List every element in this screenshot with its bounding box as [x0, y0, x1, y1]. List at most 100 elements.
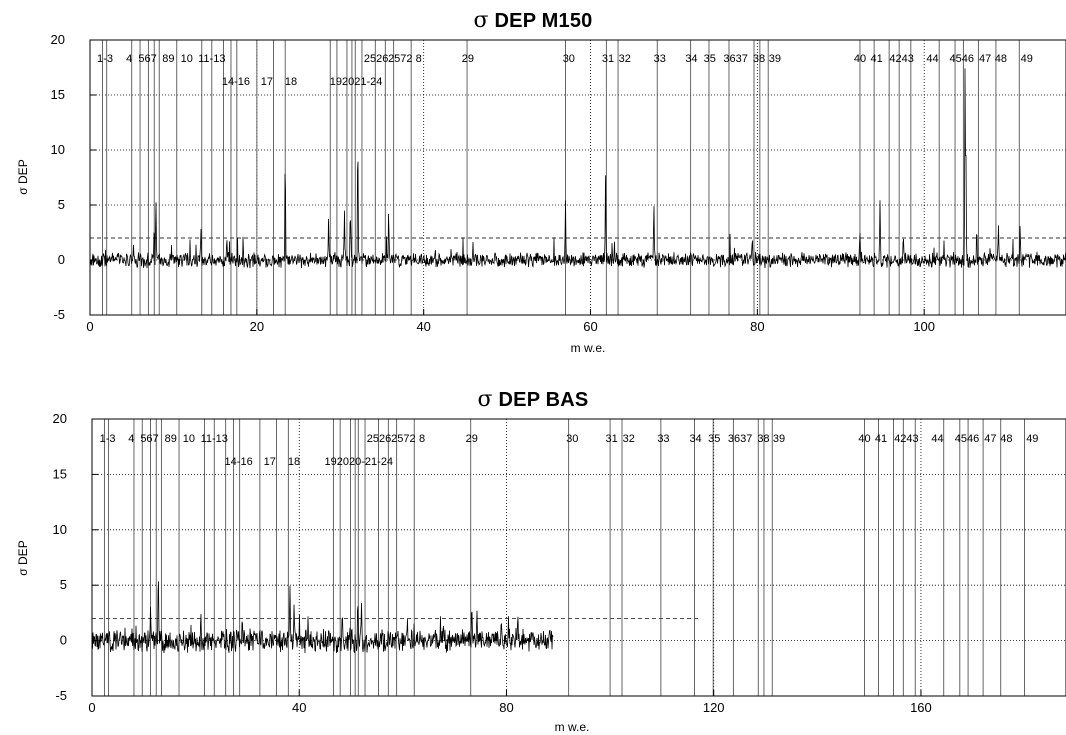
boundary-label: 49: [1026, 433, 1038, 445]
x-tick-label: 40: [292, 700, 306, 715]
boundary-label: 38: [753, 53, 765, 65]
boundary-label: 14-16: [225, 456, 253, 468]
boundary-label: 11-13: [198, 53, 225, 65]
x-tick-label: 160: [910, 700, 932, 715]
boundary-label: 32: [623, 433, 635, 445]
boundary-label: 41: [871, 53, 883, 65]
boundary-label: 2526: [367, 433, 391, 445]
chart-title-bottom: σ DEP BAS: [0, 387, 1066, 412]
boundary-label: 4243: [889, 53, 913, 65]
boundary-label: 29: [466, 433, 478, 445]
boundary-label: 4546: [949, 53, 973, 65]
y-tick-label: 20: [51, 32, 65, 47]
y-tick-label: 5: [60, 577, 67, 592]
boundary-label: 35: [708, 433, 720, 445]
x-axis-label-top: m w.e.: [570, 341, 606, 355]
chart-plot-top: -5 0 5 10 15 20 0 20 40 60 80 100 1-3 4 567 89 10 11-13 25…: [51, 32, 1066, 334]
boundary-label: 8: [416, 53, 422, 65]
y-tick-label: -5: [55, 688, 67, 703]
boundary-label: 11-13: [201, 433, 228, 445]
chart-panel-bottom: σ DEP BAS σ DEP m w.e. -5 0 5 10 15 20 0 40 80 12…: [0, 368, 1066, 735]
plot-frame: [91, 418, 1066, 697]
boundary-label: 1-3: [100, 433, 116, 445]
y-tick-label: -5: [53, 307, 65, 322]
boundary-label: 89: [165, 433, 177, 445]
boundary-label: 40: [854, 53, 866, 65]
boundary-label: 33: [654, 53, 666, 65]
boundary-label: 48: [1000, 433, 1012, 445]
chart-plot-bottom: -5 0 5 10 15 20 0 40 80 120 160 1-3 4 567 89 10 11-13 252…: [53, 411, 1066, 715]
boundary-label: 39: [769, 53, 781, 65]
boundary-label: 44: [931, 433, 943, 445]
x-tick-label: 0: [86, 319, 93, 334]
y-tick-label: 0: [58, 252, 65, 267]
boundary-label: 33: [657, 433, 669, 445]
boundary-label: 47: [984, 433, 996, 445]
boundary-label: 10: [181, 53, 193, 65]
boundary-label: 567: [138, 53, 156, 65]
boundary-label: 39: [773, 433, 785, 445]
boundary-label: 4243: [894, 433, 918, 445]
boundary-label: 49: [1021, 53, 1033, 65]
x-tick-label: 120: [703, 700, 725, 715]
boundary-label: 18: [285, 76, 297, 88]
title-symbol-top: σ: [473, 8, 489, 33]
boundary-label: 89: [162, 53, 174, 65]
boundary-label: 2526: [364, 53, 388, 65]
boundary-label: 30: [566, 433, 578, 445]
boundary-label: 32: [619, 53, 631, 65]
boundary-label: 192021-24: [330, 76, 383, 88]
y-tick-label: 10: [51, 142, 65, 157]
boundary-label: 40: [858, 433, 870, 445]
title-text-top: DEP M150: [494, 10, 593, 32]
signal-trace: [91, 581, 554, 654]
x-axis-label-bottom: m w.e.: [554, 720, 590, 734]
boundary-label: 29: [462, 53, 474, 65]
boundary-label: 34: [685, 53, 697, 65]
boundary-label: 3637: [728, 433, 752, 445]
x-tick-label: 0: [88, 700, 95, 715]
boundary-label: 18: [288, 456, 300, 468]
chart-title-top: σ DEP M150: [0, 8, 1066, 33]
boundary-label: 14-16: [222, 76, 250, 88]
x-tick-label: 100: [913, 319, 935, 334]
y-tick-label: 0: [60, 633, 67, 648]
title-symbol-bottom: σ: [477, 387, 493, 412]
boundary-label: 41: [875, 433, 887, 445]
title-text-bottom: DEP BAS: [498, 389, 589, 411]
boundary-label: 192020-21-24: [325, 456, 394, 468]
boundary-label: 4: [128, 433, 134, 445]
boundary-label: 35: [704, 53, 716, 65]
boundary-label: 2572: [391, 433, 415, 445]
boundary-label: 567: [140, 433, 158, 445]
boundary-label: 4: [126, 53, 132, 65]
boundary-label: 2572: [388, 53, 412, 65]
boundary-label: 48: [995, 53, 1007, 65]
boundary-label: 31: [606, 433, 618, 445]
x-tick-label: 60: [583, 319, 597, 334]
signal-trace: [89, 68, 1066, 269]
boundary-label: 31: [602, 53, 614, 65]
x-tick-label: 20: [250, 319, 264, 334]
boundary-label: 34: [689, 433, 701, 445]
boundary-label: 3637: [723, 53, 747, 65]
boundary-label: 8: [419, 433, 425, 445]
x-tick-label: 80: [499, 700, 513, 715]
boundary-label: 38: [757, 433, 769, 445]
boundary-label: 1-3: [97, 53, 113, 65]
y-tick-label: 5: [58, 197, 65, 212]
plot-frame: [89, 39, 1066, 316]
y-tick-label: 15: [53, 466, 67, 481]
y-tick-label: 20: [53, 411, 67, 426]
x-tick-label: 40: [416, 319, 430, 334]
boundary-label: 17: [261, 76, 273, 88]
boundary-label: 30: [563, 53, 575, 65]
boundary-label: 17: [264, 456, 276, 468]
boundary-label: 10: [183, 433, 195, 445]
x-tick-label: 80: [750, 319, 764, 334]
chart-panel-top: σ DEP M150 σ DEP m w.e. -5 0 5 10 15 20 0 20 40 6…: [0, 8, 1066, 355]
boundary-label: 44: [926, 53, 938, 65]
boundary-label: 47: [979, 53, 991, 65]
y-tick-label: 10: [53, 522, 67, 537]
boundary-label: 4546: [955, 433, 979, 445]
